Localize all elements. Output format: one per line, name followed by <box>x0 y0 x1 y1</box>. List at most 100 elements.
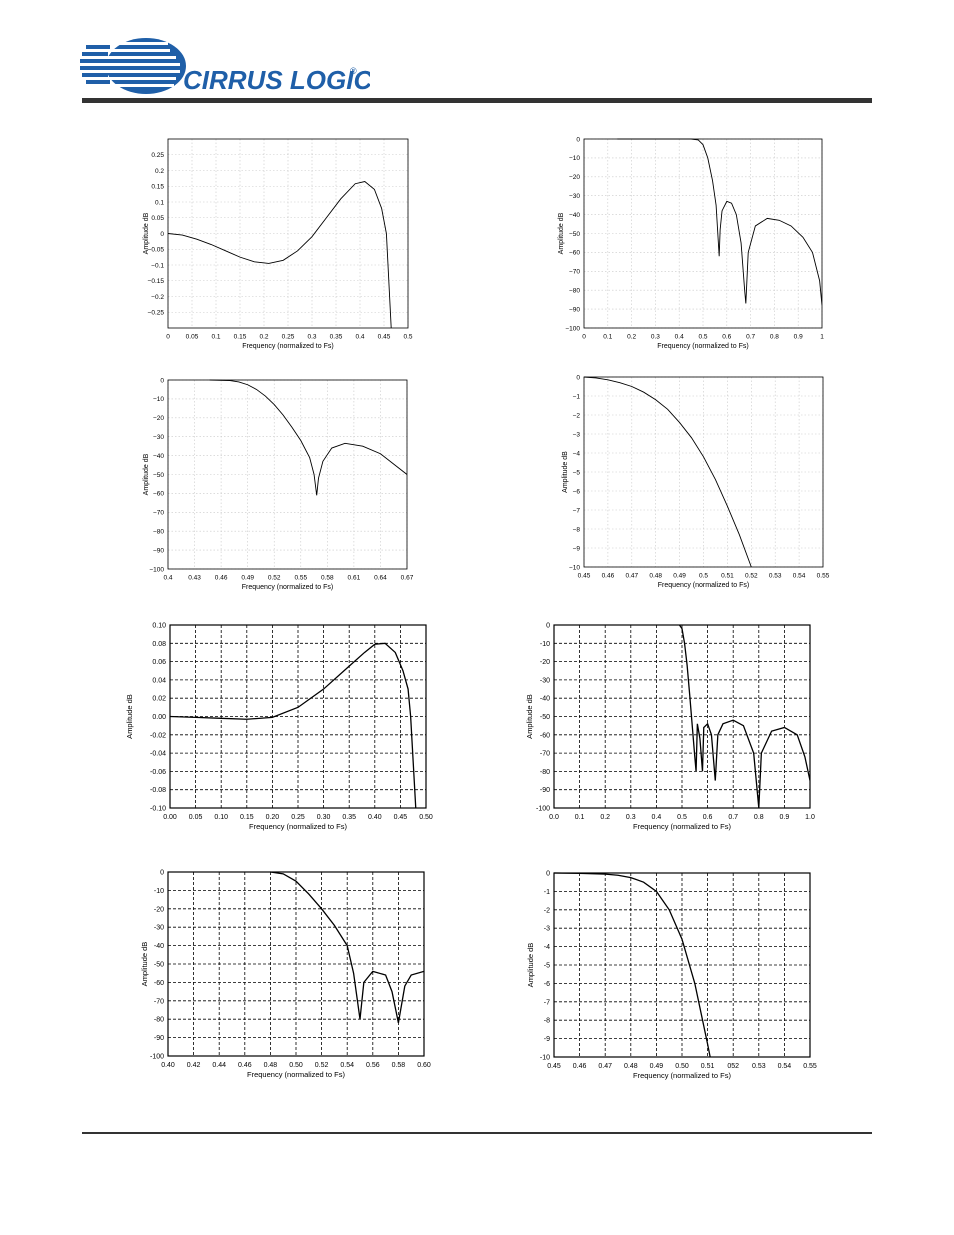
response-curve <box>170 642 417 809</box>
y-tick-label: −9 <box>573 545 581 552</box>
brand-name: CIRRUS LOGIC <box>183 65 370 95</box>
x-tick-label: 0.2 <box>627 334 636 341</box>
x-axis-label: Frequency (normalized to Fs) <box>657 343 748 350</box>
x-axis-label: Frequency (normalized to Fs) <box>247 1070 345 1079</box>
response-curve <box>209 379 407 496</box>
y-tick-label: -100 <box>536 805 550 812</box>
x-tick-label: 0.50 <box>419 814 433 821</box>
y-tick-label: 0.02 <box>152 696 166 703</box>
y-tick-label: −6 <box>573 488 581 495</box>
y-tick-label: −40 <box>153 453 164 460</box>
plot-frame <box>553 624 811 809</box>
y-tick-label: −5 <box>573 469 581 476</box>
y-tick-label: −10 <box>569 155 580 162</box>
chart-3: 0.4 0.43 0.46 0.49 0.52 0.55 0.58 0.61 0.64 0.67 0… <box>143 377 414 591</box>
x-tick-label: 0.10 <box>214 814 228 821</box>
x-tick-label: 0.05 <box>186 334 199 341</box>
y-tick-label: -0.08 <box>150 787 166 794</box>
y-tick-label: 0 <box>160 869 164 876</box>
y-tick-label: 0.05 <box>151 215 164 222</box>
response-curve <box>554 872 711 1058</box>
x-tick-label: 0.61 <box>348 575 361 582</box>
y-tick-label: -2 <box>544 907 550 914</box>
footer-rule <box>82 1132 872 1134</box>
y-axis-label: Amplitude dB <box>525 694 534 739</box>
x-tick-label: 0 <box>166 334 170 341</box>
response-curve <box>617 138 822 306</box>
y-tick-label: −4 <box>573 450 581 457</box>
x-tick-label: 0.46 <box>573 1063 587 1070</box>
x-tick-label: 0.46 <box>215 575 228 582</box>
x-tick-label: 0.15 <box>234 334 247 341</box>
y-axis-label: Amplitude dB <box>143 212 150 254</box>
plot-frame <box>583 138 823 329</box>
y-tick-label: -30 <box>154 925 164 932</box>
y-tick-label: −0.25 <box>148 310 165 317</box>
y-tick-label: -20 <box>154 906 164 913</box>
x-tick-label: 0.6 <box>703 814 713 821</box>
response-curve <box>584 376 752 568</box>
x-tick-label: 0.2 <box>600 814 610 821</box>
y-tick-label: −90 <box>569 306 580 313</box>
y-tick-label: -70 <box>154 998 164 1005</box>
y-tick-label: 0.25 <box>151 152 164 159</box>
y-tick-label: -0.06 <box>150 769 166 776</box>
x-tick-label: 0.40 <box>161 1062 175 1069</box>
x-tick-label: 0.4 <box>675 334 684 341</box>
y-tick-label: −100 <box>149 566 164 573</box>
x-tick-label: 0.58 <box>392 1062 406 1069</box>
x-tick-label: 0 <box>582 334 586 341</box>
cirrus-logic-logo: CIRRUS LOGIC ® <box>80 34 373 98</box>
y-axis-label: Amplitude dB <box>526 943 535 988</box>
y-tick-label: 0.00 <box>152 714 166 721</box>
x-tick-label: 0.25 <box>282 334 295 341</box>
y-tick-label: -50 <box>540 714 550 721</box>
x-tick-label: 0.45 <box>547 1063 561 1070</box>
x-tick-label: 0.40 <box>368 814 382 821</box>
y-tick-label: -9 <box>544 1036 550 1043</box>
y-tick-label: −8 <box>573 526 581 533</box>
y-tick-label: −3 <box>573 431 581 438</box>
x-tick-label: 0.58 <box>321 575 334 582</box>
response-curve <box>678 624 810 809</box>
y-tick-label: 0 <box>546 622 550 629</box>
y-tick-label: -3 <box>544 926 550 933</box>
y-tick-label: -0.02 <box>150 732 166 739</box>
x-tick-label: 0.1 <box>575 814 585 821</box>
x-tick-label: 0.8 <box>754 814 764 821</box>
x-axis-label: Frequency (normalized to Fs) <box>633 1071 731 1080</box>
x-tick-label: 0.54 <box>340 1062 354 1069</box>
x-tick-label: 0.3 <box>307 334 316 341</box>
x-tick-label: 0.53 <box>752 1063 766 1070</box>
x-tick-label: 0.9 <box>780 814 790 821</box>
y-tick-label: -80 <box>154 1017 164 1024</box>
plot-frame <box>167 871 425 1057</box>
chart-7: 0.40 0.42 0.44 0.46 0.48 0.50 0.52 0.54 0.56 0.58… <box>140 869 431 1079</box>
y-tick-label: -60 <box>154 980 164 987</box>
y-axis-label: Amplitude dB <box>562 451 569 493</box>
x-tick-label: 0.51 <box>721 573 734 580</box>
x-tick-label: 0.9 <box>794 334 803 341</box>
y-tick-label: −50 <box>153 472 164 479</box>
response-curve <box>270 871 424 1024</box>
x-tick-label: 052 <box>727 1063 739 1070</box>
y-tick-label: -6 <box>544 981 550 988</box>
x-tick-label: 0.49 <box>241 575 254 582</box>
x-tick-label: 0.5 <box>699 573 708 580</box>
x-tick-label: 0.6 <box>722 334 731 341</box>
x-tick-label: 0.30 <box>317 814 331 821</box>
x-tick-label: 0.1 <box>211 334 220 341</box>
y-tick-label: −100 <box>565 325 580 332</box>
x-tick-label: 0.52 <box>745 573 758 580</box>
y-tick-label: -30 <box>540 677 550 684</box>
x-axis-label: Frequency (normalized to Fs) <box>249 822 347 831</box>
y-tick-label: -70 <box>540 751 550 758</box>
y-tick-label: 0.04 <box>152 677 166 684</box>
y-tick-label: −0.1 <box>151 262 164 269</box>
x-tick-label: 0.45 <box>378 334 391 341</box>
response-curve <box>168 181 392 329</box>
x-tick-label: 0.3 <box>651 334 660 341</box>
y-tick-label: −60 <box>153 491 164 498</box>
y-tick-label: 0.15 <box>151 184 164 191</box>
x-tick-label: 0.46 <box>238 1062 252 1069</box>
